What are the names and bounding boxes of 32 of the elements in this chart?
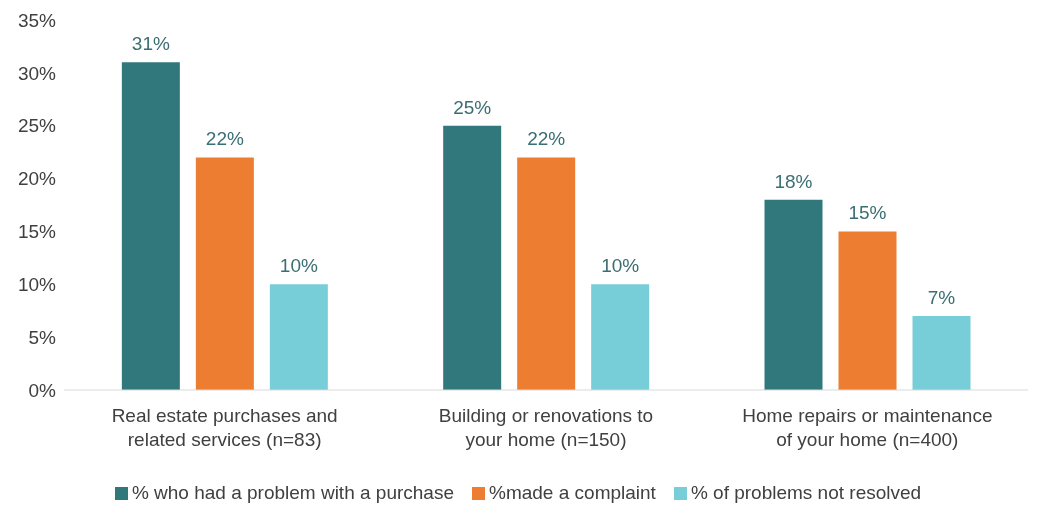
x-tick-label: Building or renovations to your home (n=150): [438, 405, 654, 450]
data-label: 18%: [774, 170, 813, 192]
bar: [764, 199, 823, 390]
y-tick-label: 0%: [28, 379, 57, 401]
data-label: 31%: [131, 33, 170, 55]
bar: [591, 284, 650, 390]
bar: [838, 231, 897, 390]
bar: [443, 125, 502, 390]
legend-label: % of problems not resolved: [689, 482, 922, 504]
data-label: 7%: [927, 287, 956, 308]
y-tick-label: 15%: [17, 221, 57, 243]
y-tick-label: 30%: [17, 62, 57, 84]
bar: [269, 284, 328, 390]
x-tick-label: Home repairs or maintenance of your home (n=400): [742, 405, 993, 450]
y-tick-label: 35%: [17, 9, 57, 31]
y-tick-label: 10%: [17, 274, 57, 296]
data-label: 25%: [453, 96, 492, 118]
bar: [912, 316, 971, 390]
bar: [195, 157, 254, 390]
bar: [121, 62, 180, 390]
legend-label: % who had a problem with a purchase: [130, 482, 455, 504]
x-tick-label: Real estate purchases and related services (n=83): [111, 405, 338, 450]
y-tick-label: 5%: [28, 326, 57, 348]
y-tick-label: 20%: [17, 168, 57, 190]
data-label: 15%: [848, 202, 887, 224]
bar: [517, 157, 576, 390]
legend-label: %made a complaint: [488, 482, 656, 504]
data-label: 10%: [601, 255, 640, 277]
data-label: 22%: [527, 128, 566, 150]
data-label: 22%: [205, 128, 244, 150]
data-label: 10%: [279, 255, 318, 277]
y-tick-label: 25%: [17, 115, 57, 137]
